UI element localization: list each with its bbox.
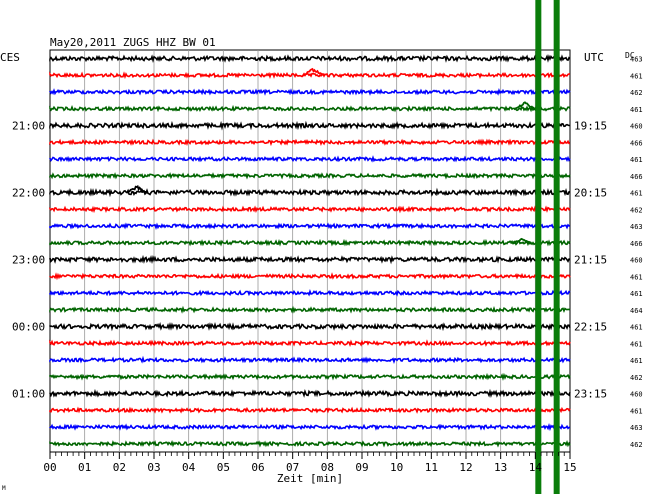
dc-offset-label: 461 [630,340,643,348]
trace-6 [49,138,571,147]
left-time-label: 21:00 [12,120,45,133]
trace-16 [49,305,571,314]
dc-offset-label: 466 [630,240,643,248]
trace-20 [49,372,571,381]
trace-1 [49,54,571,64]
trace-3 [49,88,571,96]
trace-11 [49,222,571,230]
dc-offset-label: 463 [630,223,643,231]
x-tick-label: 09 [355,461,368,474]
dc-offset-label: 461 [630,106,643,114]
dc-offset-label: 461 [630,357,643,365]
dc-offset-label: 463 [630,424,643,432]
left-time-label: 00:00 [12,321,45,334]
left-time-label: 01:00 [12,388,45,401]
left-axis-title: CES [0,51,20,64]
dc-offset-label: 464 [630,307,643,315]
x-tick-label: 03 [147,461,160,474]
x-tick-label: 07 [286,461,299,474]
trace-13 [49,254,571,265]
seismic-event-4 [510,237,532,245]
x-tick-label: 10 [390,461,403,474]
trace-12 [49,238,571,247]
dc-offset-label: 461 [630,273,643,281]
x-tick-label: 04 [182,461,196,474]
x-tick-label: 12 [459,461,472,474]
left-time-label: 23:00 [12,254,45,267]
axis-layer: 463 461 462 461 460 466 461 466 461 462 463 466 460 4… [12,56,643,475]
trace-21 [49,388,571,399]
right-time-label: 20:15 [574,187,607,200]
chart-title: May20,2011 ZUGS HHZ BW 01 [50,36,216,49]
x-tick-label: 05 [217,461,230,474]
trace-9 [49,187,571,198]
dc-label: DC [625,51,635,60]
dc-offset-label: 461 [630,72,643,80]
dc-offset-label: 466 [630,139,643,147]
trace-8 [49,172,571,180]
trace-18 [49,339,571,347]
x-tick-label: 06 [251,461,264,474]
saturation-band-layer [535,0,560,494]
trace-19 [49,355,571,364]
right-time-label: 19:15 [574,120,607,133]
trace-4 [49,104,571,113]
x-tick-label: 11 [425,461,438,474]
seismic-event-2 [514,101,536,111]
trace-23 [49,422,571,432]
right-axis-title: UTC [584,51,604,64]
trace-2 [49,71,571,80]
right-time-label: 23:15 [574,388,607,401]
dc-offset-label: 466 [630,173,643,181]
x-tick-label: 13 [494,461,507,474]
seismic-event-1 [302,67,325,78]
dc-offset-label: 460 [630,257,643,265]
dc-offset-label: 462 [630,89,643,97]
saturation-bar-1 [535,0,542,494]
dc-offset-label: 463 [630,56,643,64]
dc-offset-label: 462 [630,441,643,449]
x-tick-label: 08 [321,461,334,474]
trace-17 [49,321,571,332]
trace-24 [49,439,571,448]
trace-10 [49,205,571,214]
trace-15 [49,288,571,297]
trace-14 [49,272,571,281]
trace-layer [49,54,571,448]
x-tick-label: 00 [43,461,56,474]
x-tick-label: 01 [78,461,91,474]
dc-offset-label: 461 [630,290,643,298]
x-tick-label: 15 [563,461,576,474]
dc-offset-label: 461 [630,190,643,198]
right-time-label: 21:15 [574,254,607,267]
x-axis-label: Zeit [min] [277,472,343,485]
footer-mark: M [2,485,6,492]
trace-5 [49,120,571,131]
dc-offset-label: 461 [630,156,643,164]
x-tick-label: 02 [113,461,126,474]
dc-offset-label: 460 [630,391,643,399]
trace-22 [49,406,571,414]
dc-offset-label: 462 [630,206,643,214]
dc-offset-label: 460 [630,123,643,131]
saturation-bar-2 [553,0,560,494]
dc-offset-label: 461 [630,324,643,332]
left-time-label: 22:00 [12,187,45,200]
dc-offset-label: 461 [630,407,643,415]
dc-offset-label: 462 [630,374,643,382]
trace-7 [49,155,571,163]
seismic-event-3 [126,185,148,194]
right-time-label: 22:15 [574,321,607,334]
x-tick-label: 14 [529,461,543,474]
